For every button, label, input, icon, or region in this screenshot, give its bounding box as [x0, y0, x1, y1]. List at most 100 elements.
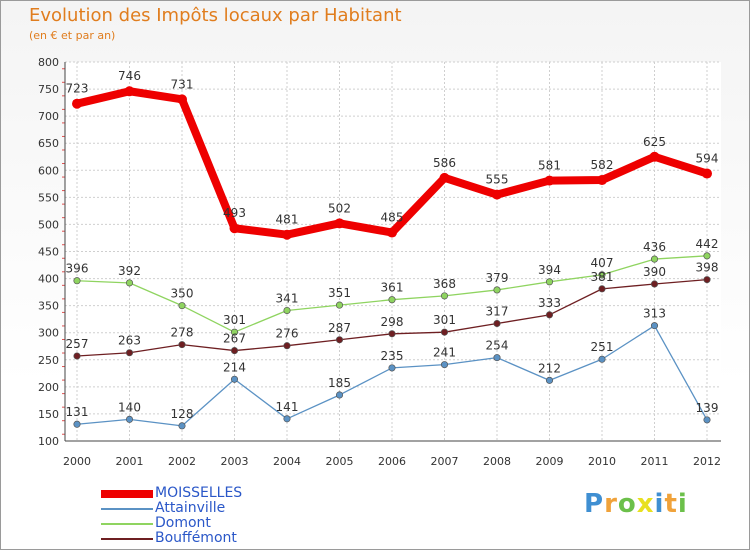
data-point: [283, 342, 291, 350]
data-point: [230, 375, 239, 383]
data-label: 381: [591, 270, 614, 284]
data-label: 390: [643, 265, 666, 279]
data-label: 392: [118, 264, 141, 278]
data-point: [493, 354, 501, 362]
data-label: 582: [591, 158, 614, 172]
series-moisselles: [72, 86, 712, 240]
y-tick-label: 250: [38, 354, 59, 367]
data-label: 241: [433, 346, 456, 360]
brand-letter: i: [677, 489, 688, 519]
data-label: 140: [118, 400, 141, 414]
data-point: [439, 172, 450, 183]
y-tick-label: 650: [38, 137, 59, 150]
data-point: [598, 285, 606, 293]
data-label: 442: [696, 237, 719, 251]
data-label: 214: [223, 360, 246, 374]
chart-title: Evolution des Impôts locaux par Habitant: [29, 5, 402, 26]
data-point: [544, 175, 555, 186]
legend-swatch: [101, 507, 153, 510]
data-label: 263: [118, 334, 141, 348]
data-point: [545, 278, 554, 286]
data-point: [335, 301, 344, 309]
brand-letter: i: [654, 489, 665, 519]
x-tick-label: 2002: [168, 455, 196, 468]
data-point: [388, 296, 396, 304]
legend-item: Attainville: [101, 501, 242, 516]
series-attainville: [73, 322, 711, 430]
data-label: 313: [643, 307, 666, 321]
data-label: 723: [66, 82, 89, 96]
data-point: [283, 415, 291, 423]
x-tick-label: 2007: [431, 455, 459, 468]
data-point: [703, 276, 711, 284]
data-point: [230, 347, 239, 355]
data-point: [72, 98, 82, 109]
data-point: [545, 376, 554, 384]
x-tick-label: 2008: [483, 455, 511, 468]
grid: [65, 61, 721, 442]
data-label: 185: [328, 376, 351, 390]
y-tick-label: 800: [38, 56, 59, 69]
data-label: 287: [328, 321, 351, 335]
data-label: 131: [66, 405, 89, 419]
data-label: 301: [433, 313, 456, 327]
data-point: [125, 279, 134, 287]
data-point: [387, 227, 397, 238]
data-point: [703, 252, 711, 260]
data-label: 594: [696, 152, 719, 166]
x-tick-label: 2011: [641, 455, 669, 468]
data-point: [649, 151, 660, 162]
data-label: 298: [381, 315, 404, 329]
series-bouffemont: [73, 276, 711, 360]
legend: MOISSELLES Attainville Domont Bouffémont: [101, 486, 242, 546]
y-tick-label: 700: [38, 110, 59, 123]
data-point: [230, 328, 239, 336]
data-point: [73, 420, 81, 428]
x-tick-label: 2009: [536, 455, 564, 468]
x-tick-label: 2006: [378, 455, 406, 468]
data-point: [650, 280, 659, 288]
data-point: [598, 271, 606, 279]
data-point: [388, 330, 396, 338]
data-point: [125, 349, 134, 357]
legend-label: Attainville: [155, 500, 226, 516]
y-tick-label: 750: [38, 83, 59, 96]
data-label: 481: [276, 213, 299, 227]
data-point: [73, 352, 81, 360]
legend-item: Bouffémont: [101, 531, 242, 546]
data-point: [177, 94, 187, 105]
data-point: [124, 86, 135, 97]
data-label: 485: [381, 211, 404, 225]
data-point: [229, 223, 240, 234]
brand-letter: x: [636, 489, 655, 519]
data-label: 254: [486, 339, 509, 353]
data-point: [650, 322, 659, 330]
data-label: 333: [538, 296, 561, 310]
data-label: 394: [538, 263, 561, 277]
data-point: [493, 286, 501, 294]
data-label: 746: [118, 69, 141, 83]
data-point: [492, 189, 502, 200]
legend-swatch: [101, 522, 153, 525]
y-tick-label: 150: [38, 408, 59, 421]
data-point: [335, 336, 344, 344]
data-point: [73, 277, 81, 285]
data-label: 502: [328, 201, 351, 215]
data-label: 341: [276, 292, 299, 306]
y-tick-label: 350: [38, 300, 59, 313]
y-tick-label: 100: [38, 435, 59, 448]
data-label: 351: [328, 286, 351, 300]
x-tick-label: 2001: [116, 455, 144, 468]
data-label: 436: [643, 240, 666, 254]
y-tick-label: 500: [38, 218, 59, 231]
data-point: [703, 416, 711, 424]
legend-label: Domont: [155, 515, 211, 531]
legend-item: Domont: [101, 516, 242, 531]
data-point: [335, 391, 344, 399]
data-point: [440, 361, 449, 369]
x-tick-label: 2003: [221, 455, 249, 468]
legend-item: MOISSELLES: [101, 486, 242, 501]
x-tick-label: 2005: [326, 455, 354, 468]
